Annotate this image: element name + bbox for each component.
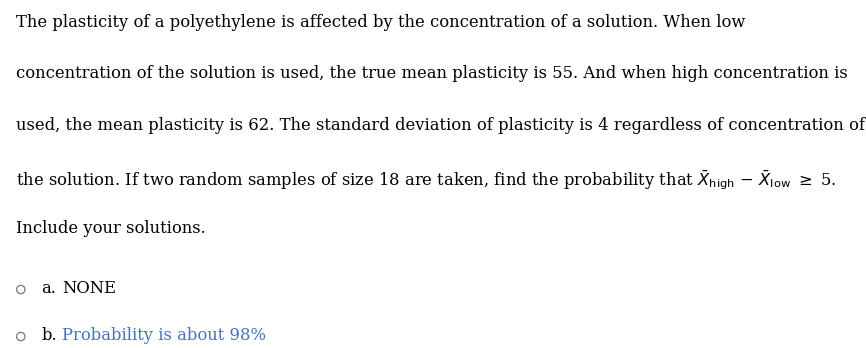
Text: a.: a. (42, 280, 56, 297)
Text: concentration of the solution is used, the true mean plasticity is 55. And when : concentration of the solution is used, t… (16, 65, 847, 82)
Text: b.: b. (42, 327, 57, 344)
Text: Include your solutions.: Include your solutions. (16, 220, 205, 237)
Text: The plasticity of a polyethylene is affected by the concentration of a solution.: The plasticity of a polyethylene is affe… (16, 14, 745, 31)
Text: the solution. If two random samples of size 18 are taken, find the probability t: the solution. If two random samples of s… (16, 168, 836, 192)
Text: NONE: NONE (62, 280, 116, 297)
Text: used, the mean plasticity is 62. The standard deviation of plasticity is 4 regar: used, the mean plasticity is 62. The sta… (16, 117, 864, 134)
Text: Probability is about 98%: Probability is about 98% (62, 327, 267, 344)
